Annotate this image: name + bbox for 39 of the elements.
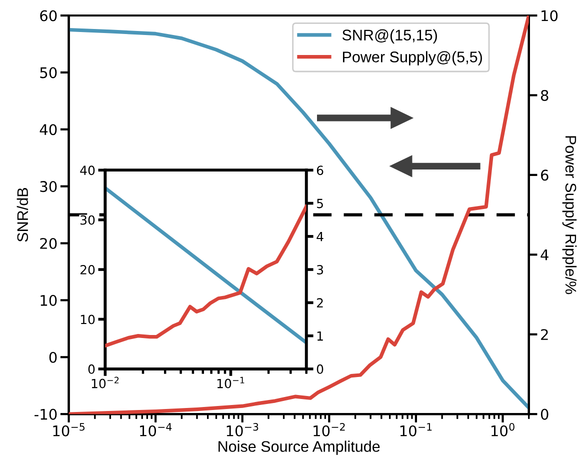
y2-tick-label: 0 [540, 408, 548, 420]
y2-tick-label: 4 [540, 250, 548, 260]
y-tick-label: 10 [40, 294, 57, 306]
x-tick-label: 10$^{−4}$ [140, 423, 172, 436]
y-tick-label: 30 [40, 181, 57, 192]
y-tick-label: 50 [40, 67, 57, 78]
y-tick-label: 60 [40, 10, 57, 22]
y2-tick-label: 8 [540, 90, 548, 101]
y2-tick-label: 10 [542, 10, 558, 22]
x-axis-title: Noise Source Amplitude [218, 440, 380, 455]
x-tick-label: 10$^{−2}$ [314, 422, 345, 436]
x-tick-label: 10$^{−2}$ [92, 376, 119, 388]
x-tick-label: 10$^{0}$ [492, 422, 514, 436]
y2-tick-label: 6 [316, 166, 324, 176]
y-tick-label: 40 [80, 166, 95, 176]
x-tick-label: 10$^{−1}$ [217, 376, 244, 388]
x-tick-label: 10$^{−1}$ [400, 423, 432, 436]
y-axis-title: SNR/dB [16, 188, 28, 242]
y-tick-label: 40 [40, 124, 57, 136]
y2-tick-label: 1 [317, 331, 323, 341]
x-tick-label: 10$^{−3}$ [226, 422, 258, 436]
y-tick-label: -10 [34, 408, 57, 420]
y2-tick-label: 2 [316, 298, 323, 308]
y-tick-label: 10 [80, 314, 95, 324]
y2-tick-label: 0 [316, 364, 324, 374]
y2-tick-label: 3 [317, 265, 324, 274]
y-tick-label: 0 [49, 352, 57, 363]
x-tick-label: 10$^{−5}$ [53, 423, 84, 436]
y-tick-label: 20 [80, 265, 95, 274]
y-tick-label: 20 [40, 238, 57, 250]
legend-label: Power Supply@(5,5) [342, 51, 482, 66]
y2-tick-label: 5 [317, 198, 323, 208]
y-tick-label: 0 [88, 364, 95, 374]
y2-tick-label: 4 [316, 232, 324, 242]
y2-tick-label: 2 [541, 329, 548, 340]
y2-axis-title: Power Supply Ripple/% [562, 136, 577, 294]
y2-tick-label: 6 [541, 170, 548, 181]
y-tick-label: 30 [80, 215, 95, 225]
legend-label: SNR@(15,15) [342, 29, 437, 44]
